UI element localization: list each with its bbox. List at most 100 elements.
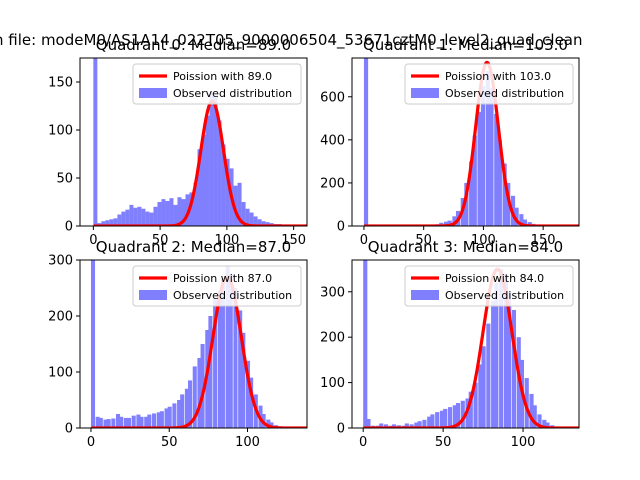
histogram-bar [545,422,550,428]
histogram-bar [159,411,164,428]
subplot-title: Quadrant 3: Median=84.0 [368,238,563,256]
histogram-bar [192,366,197,428]
histogram-bar [245,208,250,226]
subplot-1: Quadrant 1: Median=103.0 0 50 100 150 0 200 400… [320,36,580,248]
histogram-bar [189,192,194,226]
histogram-bar [181,199,186,226]
legend-label-observed: Observed distribution [173,87,292,100]
histogram-bar [177,197,182,226]
y-tick-label: 200 [320,331,345,346]
y-tick-label: 0 [65,220,73,235]
histogram-bar [409,424,414,428]
y-tick-label: 150 [48,76,73,91]
histogram-bar [177,400,182,428]
histogram-bar [205,115,210,226]
histogram-bar [486,323,491,428]
histogram-bar [152,413,157,428]
histogram-bar [164,408,169,428]
legend-box [132,265,302,307]
histogram-bar [237,182,242,226]
histogram-bar [519,214,524,226]
histogram-bar [507,291,512,428]
legend-label-poisson: Poission with 84.0 [445,272,544,285]
histogram-bar [447,220,452,226]
histogram-bar [225,158,230,226]
histogram-bar [481,86,486,226]
histogram-bar [468,391,473,428]
histogram-bar [460,400,465,428]
subplot-2: Quadrant 2: Median=87.0 0 50 100 0 100 200 300 P… [48,238,308,450]
y-tick-label: 200 [48,310,73,325]
y-tick-label: 0 [337,422,345,437]
histogram-bar [209,91,214,226]
legend: Poission with 103.0 Observed distribution [404,63,574,105]
histogram-bar [391,424,397,428]
histogram-bar [144,416,149,428]
histogram-bar [221,144,226,226]
poisson-curve [90,275,307,428]
histogram-bar [172,403,177,428]
legend-box [132,63,302,105]
legend-label-observed: Observed distribution [445,87,564,100]
legend-box [404,63,574,105]
histogram-bar [537,414,542,428]
y-tick-label: 400 [320,133,345,148]
histogram-bar [527,222,532,226]
y-tick-label: 600 [320,90,345,105]
y-tick-label: 200 [320,176,345,191]
histogram-bar [197,358,202,428]
histogram-bar [133,207,138,226]
legend-label-observed: Observed distribution [445,289,564,302]
histogram-bar [111,418,116,428]
subplot-title: Quadrant 2: Median=87.0 [96,238,291,256]
histogram-bar [497,139,502,226]
histogram-bar [404,423,409,428]
x-tick-label: 150 [281,233,306,248]
histogram-bar [98,417,103,428]
legend-bar-swatch [139,88,167,98]
histogram-bar [532,405,537,428]
histogram-bar [169,198,174,226]
plot-area-0 [92,58,307,226]
y-tick-label: 300 [320,285,345,300]
histogram-bar [443,408,448,428]
x-tick-label: 0 [359,435,367,450]
histogram-bar [472,135,477,226]
legend-box [404,265,574,307]
y-tick-label: 50 [56,172,73,187]
histogram-bar [363,58,369,226]
histogram-bar [139,416,144,428]
histogram-bar [157,202,162,226]
histogram-bar [257,219,262,226]
histogram-bar [494,114,499,226]
histogram-bar [447,407,453,428]
histogram-bar [213,96,218,226]
histogram-bar [180,394,185,428]
legend-label-observed: Observed distribution [173,289,292,302]
histogram-bar [213,299,218,428]
histogram-bar [95,416,100,428]
legend-bar-swatch [139,290,167,300]
axes-frame [351,259,580,429]
legend-label-poisson: Poission with 103.0 [445,70,551,83]
histogram-bar [529,393,534,428]
histogram-bar [363,260,368,428]
histogram-bar [173,204,178,226]
x-tick-label: 100 [511,435,536,450]
histogram-bar [193,182,198,226]
histogram-bar [430,414,435,428]
legend-bar-swatch [411,88,439,98]
histogram-bar [131,415,136,428]
histogram-bar [245,360,251,428]
histogram-bar [455,403,461,428]
histogram-bar [261,221,266,226]
axes-frame [79,259,308,429]
histogram-bar [200,344,205,428]
histogram-bar [165,201,170,226]
poisson-curve [362,267,579,428]
x-tick-label: 50 [152,233,169,248]
y-tick-label: 0 [65,422,73,437]
histogram-bar [241,202,246,226]
histogram-bar [473,382,478,428]
